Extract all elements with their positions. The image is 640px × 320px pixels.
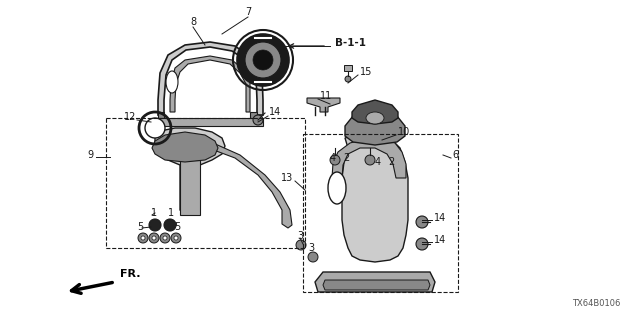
Text: B-1-1: B-1-1 <box>335 38 366 48</box>
Polygon shape <box>152 132 218 162</box>
Circle shape <box>145 118 165 138</box>
Text: 10: 10 <box>398 127 410 137</box>
Circle shape <box>308 252 318 262</box>
Circle shape <box>416 216 428 228</box>
Polygon shape <box>180 160 200 215</box>
Polygon shape <box>315 272 435 292</box>
Circle shape <box>138 233 148 243</box>
Ellipse shape <box>328 172 346 204</box>
Circle shape <box>149 219 161 231</box>
Circle shape <box>253 50 273 70</box>
Circle shape <box>345 76 351 82</box>
Text: 12: 12 <box>124 112 136 122</box>
Circle shape <box>152 236 156 240</box>
Polygon shape <box>250 112 257 120</box>
Bar <box>344 65 352 71</box>
Polygon shape <box>345 110 405 145</box>
Circle shape <box>365 155 375 165</box>
Circle shape <box>160 233 170 243</box>
Polygon shape <box>170 56 250 112</box>
Polygon shape <box>195 135 292 228</box>
Circle shape <box>171 233 181 243</box>
Circle shape <box>141 236 145 240</box>
Circle shape <box>245 42 281 78</box>
Text: 5: 5 <box>174 222 180 232</box>
Text: 14: 14 <box>434 213 446 223</box>
Text: 2: 2 <box>388 157 394 167</box>
Polygon shape <box>352 100 398 124</box>
Polygon shape <box>158 42 263 115</box>
Text: 15: 15 <box>360 67 372 77</box>
Bar <box>303 134 458 292</box>
Circle shape <box>163 236 167 240</box>
Text: 4: 4 <box>375 157 381 167</box>
Polygon shape <box>158 118 263 126</box>
Circle shape <box>174 236 178 240</box>
Text: 4: 4 <box>330 153 336 163</box>
Text: 2: 2 <box>343 153 349 163</box>
Bar <box>106 118 305 248</box>
Circle shape <box>237 34 289 86</box>
Text: 11: 11 <box>320 91 332 101</box>
Circle shape <box>253 115 263 125</box>
Polygon shape <box>155 128 225 215</box>
Ellipse shape <box>366 112 384 124</box>
Polygon shape <box>342 133 408 262</box>
Text: 8: 8 <box>190 17 196 27</box>
Ellipse shape <box>166 71 178 93</box>
Text: 14: 14 <box>434 235 446 245</box>
Text: 13: 13 <box>281 173 293 183</box>
Text: 3: 3 <box>297 231 303 241</box>
Text: 6: 6 <box>452 150 458 160</box>
Text: 1: 1 <box>151 208 157 218</box>
Polygon shape <box>323 280 430 290</box>
Text: 3: 3 <box>308 243 314 253</box>
Circle shape <box>164 219 176 231</box>
Text: 1: 1 <box>168 208 174 218</box>
Text: FR.: FR. <box>120 269 141 279</box>
Circle shape <box>330 155 340 165</box>
Polygon shape <box>158 112 164 120</box>
Polygon shape <box>332 138 406 178</box>
Text: 5: 5 <box>137 222 143 232</box>
Text: 14: 14 <box>269 107 281 117</box>
Text: TX64B0106: TX64B0106 <box>572 299 620 308</box>
Circle shape <box>416 238 428 250</box>
Polygon shape <box>307 98 340 112</box>
Text: 9: 9 <box>87 150 93 160</box>
Circle shape <box>149 233 159 243</box>
Text: 7: 7 <box>245 7 251 17</box>
Circle shape <box>296 240 306 250</box>
